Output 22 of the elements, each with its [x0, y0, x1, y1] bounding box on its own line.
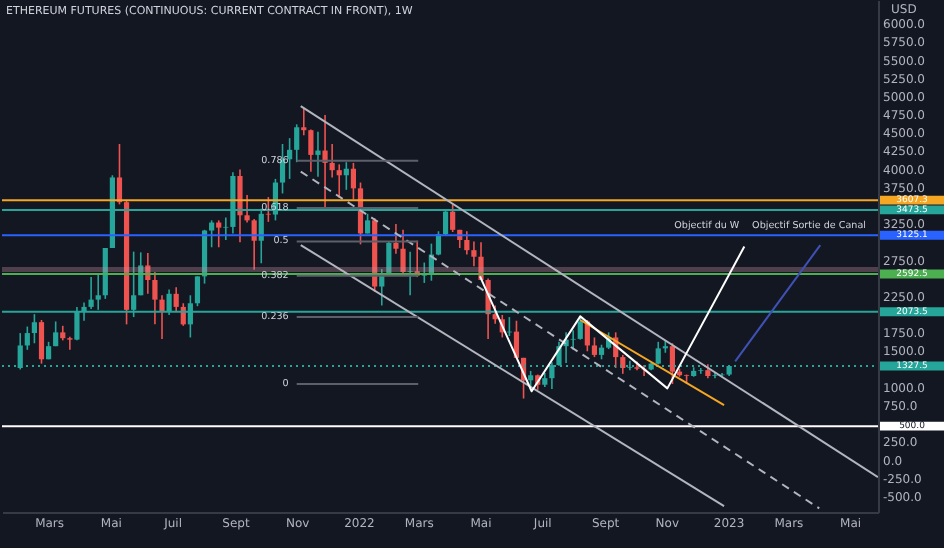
candlestick — [102, 247, 108, 300]
candlestick — [464, 230, 470, 256]
candlestick — [24, 325, 30, 351]
candlestick — [251, 218, 257, 271]
candlestick — [138, 251, 144, 297]
line-series — [479, 245, 746, 393]
candlestick — [294, 123, 300, 163]
candlestick — [407, 250, 413, 297]
candlestick — [38, 319, 45, 365]
candlestick — [194, 275, 201, 307]
candlestick — [237, 168, 243, 243]
candlestick — [53, 320, 59, 347]
candlestick — [400, 229, 406, 277]
candlestick — [216, 219, 222, 249]
candlestick — [322, 114, 328, 209]
candlestick — [591, 336, 598, 358]
candlestick — [669, 342, 676, 385]
candlestick — [450, 203, 456, 233]
candlestick — [336, 163, 342, 199]
candlestick — [350, 162, 357, 201]
candlestick — [209, 219, 215, 249]
candlestick — [315, 130, 321, 178]
